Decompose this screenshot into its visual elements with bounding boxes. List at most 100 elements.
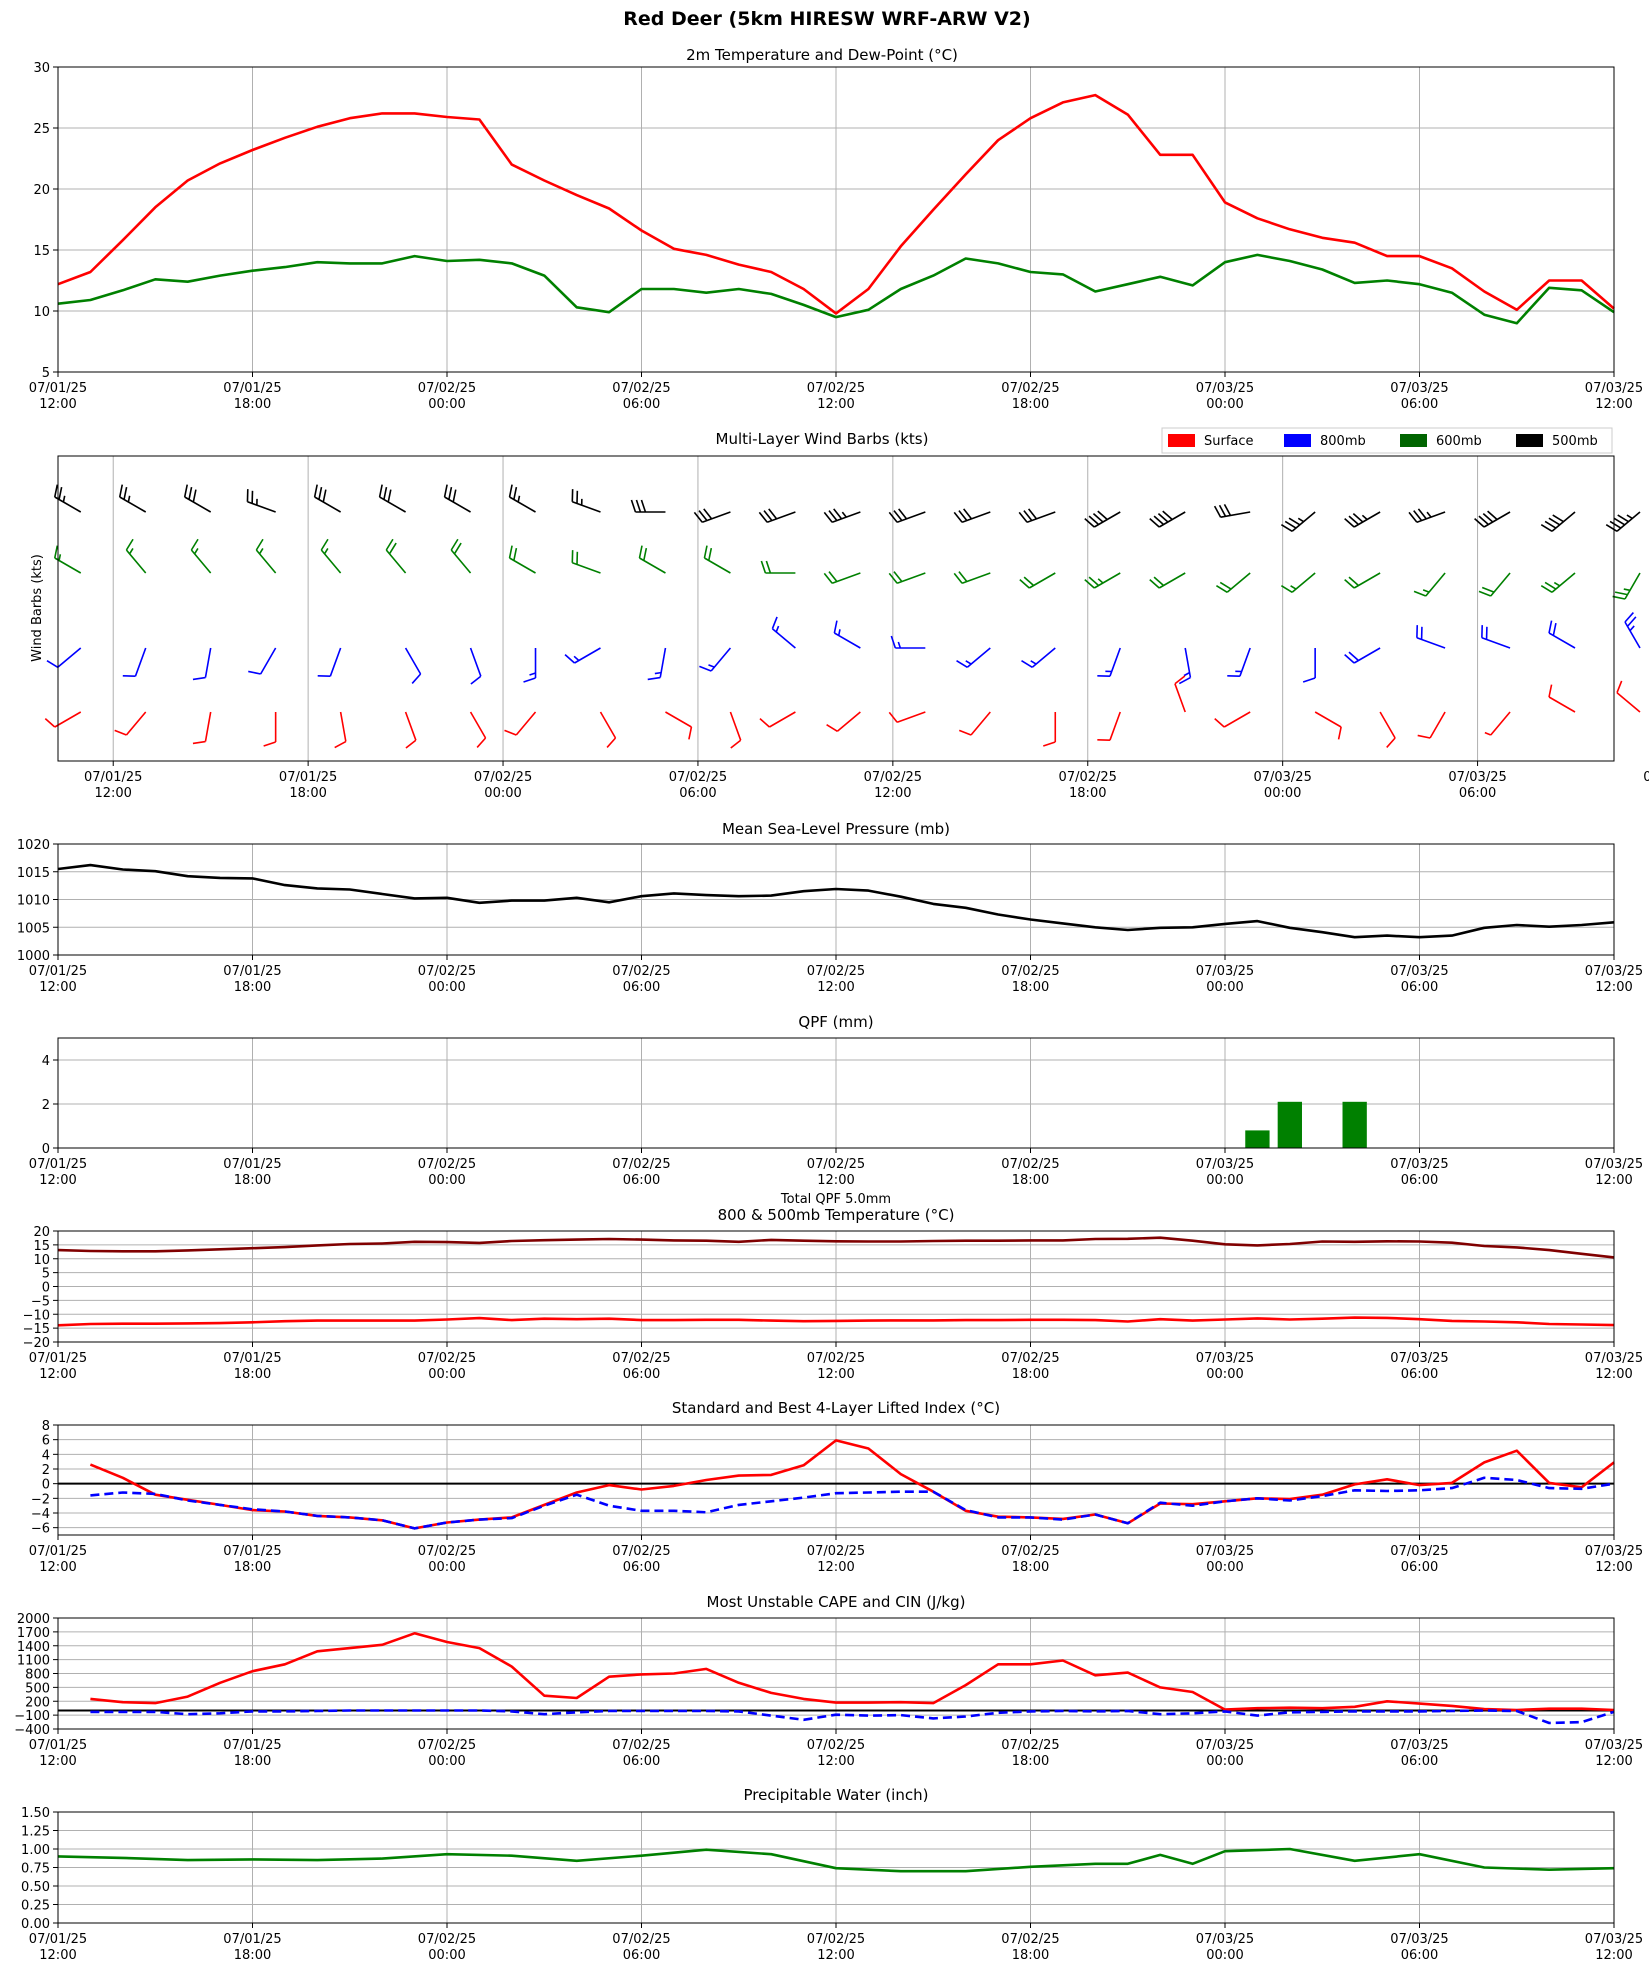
wind-barb-surface	[888, 711, 926, 724]
x-tick-label-time: 06:00	[1401, 1367, 1438, 1382]
x-tick-label-date: 07/03/25	[1585, 1932, 1643, 1947]
barb-staff	[701, 511, 731, 524]
barb-flag	[1018, 511, 1028, 523]
x-tick-label-date: 07/02/25	[1059, 770, 1117, 785]
x-tick-label-time: 12:00	[1595, 1754, 1632, 1769]
y-tick-label: −5	[31, 1294, 50, 1309]
wind-barb-800mb	[833, 620, 861, 649]
x-tick-label-date: 07/02/25	[612, 1544, 670, 1559]
wind-title: Multi-Layer Wind Barbs (kts)	[716, 430, 929, 448]
barb-flag	[1540, 584, 1553, 593]
wind-barb-600mb	[508, 545, 536, 574]
barb-flag	[698, 510, 708, 522]
barb-staff	[259, 647, 277, 675]
barb-staff	[469, 647, 482, 677]
barb-half-flag	[1297, 517, 1305, 523]
plot-frame	[57, 1230, 1615, 1343]
y-tick-label: 10	[33, 305, 50, 320]
barb-flag	[693, 511, 703, 523]
barb-half-flag	[897, 641, 902, 649]
barb-flag	[448, 486, 453, 500]
x-tick-label-date: 07/02/25	[1001, 1738, 1059, 1753]
y-tick-label: −20	[23, 1336, 50, 1351]
wind-barb-500mb	[1084, 510, 1121, 528]
x-tick-label-date: 07/03/25	[1196, 381, 1254, 396]
barb-flag	[1153, 515, 1165, 526]
x-tick-label-date: 07/02/25	[418, 1544, 476, 1559]
barb-flag	[1337, 726, 1342, 740]
barb-flag	[378, 484, 383, 498]
y-tick-label: 800	[25, 1668, 50, 1683]
wind-barb-800mb	[1227, 647, 1251, 677]
barb-half-flag	[193, 548, 199, 555]
barb-flag	[1344, 654, 1355, 664]
x-tick-label-date: 07/02/25	[1001, 1157, 1059, 1172]
x-tick-label-time: 06:00	[623, 397, 660, 412]
x-tick-label-date: 07/03/25	[1196, 1544, 1254, 1559]
barb-flag	[1352, 513, 1364, 523]
barb-staff	[57, 647, 82, 668]
barb-flag	[1548, 517, 1561, 526]
y-tick-label: 1020	[17, 838, 50, 853]
barb-flag	[1174, 675, 1186, 685]
x-tick-label-time: 00:00	[428, 397, 465, 412]
x-tick-label-time: 06:00	[679, 786, 716, 801]
x-tick-label-time: 12:00	[817, 1173, 854, 1188]
wind-barb-800mb	[1302, 648, 1316, 683]
barb-flag	[699, 665, 712, 672]
wind-barb-600mb	[450, 538, 472, 574]
barb-flag	[1027, 508, 1038, 520]
wind-barb-surface	[1097, 711, 1121, 741]
wind-barb-500mb	[118, 484, 147, 513]
barb-flag	[508, 484, 513, 498]
wind-barb-surface	[1548, 684, 1576, 713]
x-tick-label-time: 00:00	[1206, 397, 1243, 412]
x-tick-label-time: 18:00	[289, 786, 326, 801]
x-tick-label-time: 12:00	[39, 1560, 76, 1575]
barb-half-flag	[775, 625, 780, 633]
barb-staff	[1220, 511, 1251, 518]
barb-half-flag	[529, 672, 536, 676]
x-tick-label-date: 07/02/25	[418, 1157, 476, 1172]
lifted-index-title: Standard and Best 4-Layer Lifted Index (…	[672, 1399, 1000, 1417]
wind-barb-800mb	[1097, 647, 1121, 677]
barb-flag	[313, 484, 318, 498]
barb-flag	[888, 572, 898, 584]
barb-flag	[1223, 503, 1232, 516]
x-tick-label-date: 07/02/25	[864, 770, 922, 785]
x-tick-label-time: 18:00	[234, 1754, 271, 1769]
wind-barb-500mb	[693, 508, 731, 524]
x-tick-label-time: 06:00	[623, 1560, 660, 1575]
series-line-0	[57, 1847, 1615, 1873]
x-tick-label-date: 07/03/25	[1196, 1738, 1254, 1753]
x-tick-label-date: 07/03/25	[1253, 770, 1311, 785]
precipitable-water-plot: 0.000.250.500.751.001.251.5007/01/2512:0…	[21, 1806, 1643, 1963]
x-tick-label-time: 12:00	[94, 786, 131, 801]
x-tick-label-time: 18:00	[234, 1560, 271, 1575]
wind-barb-500mb	[246, 489, 276, 513]
series-line-0	[90, 1632, 1615, 1712]
x-tick-label-date: 07/03/25	[1585, 381, 1643, 396]
barb-flag	[758, 511, 768, 523]
barb-half-flag	[258, 548, 264, 555]
x-tick-label-date: 07/02/25	[807, 1738, 865, 1753]
wind-barb-500mb	[1213, 503, 1251, 518]
barb-flag	[114, 729, 127, 736]
barb-flag	[383, 486, 388, 500]
x-tick-label-time: 18:00	[1012, 1367, 1049, 1382]
barb-staff	[247, 500, 276, 513]
x-tick-label-time: 00:00	[1206, 980, 1243, 995]
qpf-total: Total QPF 5.0mm	[780, 1192, 891, 1207]
x-tick-label-time: 18:00	[234, 397, 271, 412]
page-title: Red Deer (5km HIRESW WRF-ARW V2)	[623, 8, 1030, 30]
barb-staff	[320, 549, 342, 574]
wind-barb-800mb	[317, 647, 342, 677]
barb-half-flag	[1422, 589, 1430, 593]
barb-flag	[385, 538, 394, 551]
barb-staff	[339, 711, 347, 742]
cape-title: Most Unstable CAPE and CIN (J/kg)	[707, 1593, 966, 1611]
x-tick-label-time: 12:00	[39, 1367, 76, 1382]
barb-flag	[1084, 518, 1095, 528]
barb-flag	[1482, 513, 1494, 523]
y-tick-label: 0	[42, 1281, 50, 1296]
